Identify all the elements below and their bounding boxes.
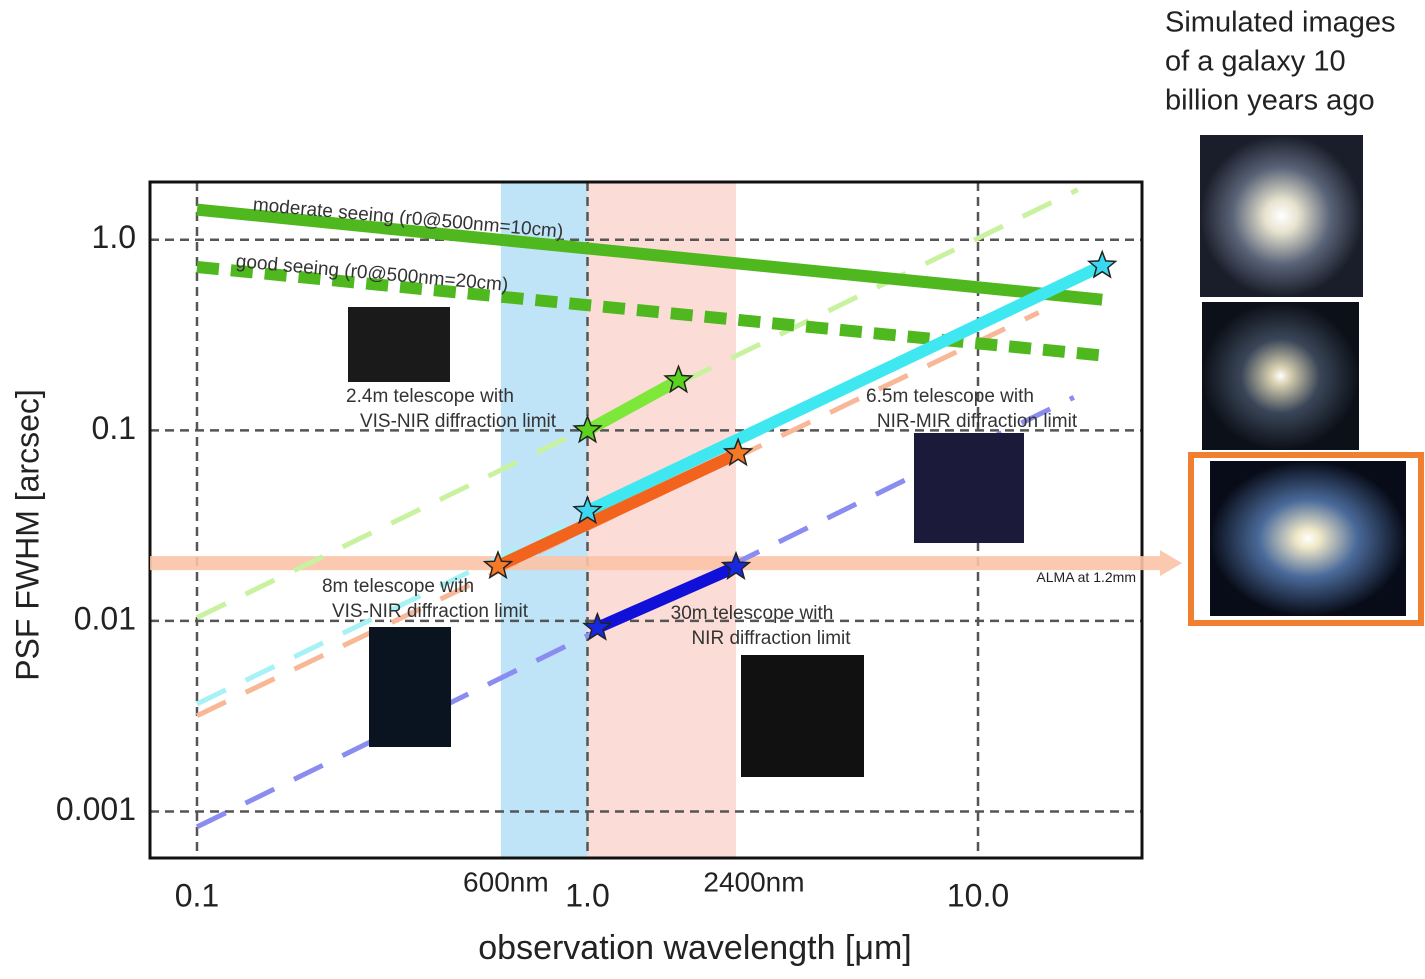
jwst-image [914,433,1024,543]
galaxy-image-1 [1200,135,1363,297]
tmt-image [741,655,864,777]
annotation: VIS-NIR diffraction limit [332,601,529,622]
band-label: 2400nm [703,866,804,897]
annotation: 30m telescope with [671,603,834,624]
annotation: NIR-MIR diffraction limit [877,411,1078,432]
annotation: NIR diffraction limit [691,628,851,649]
galaxy-image-3 [1210,461,1406,616]
band-label: 600nm [463,866,549,897]
side-caption: Simulated images [1165,7,1396,39]
y-tick-label: 0.01 [74,600,136,636]
x-tick-label: 0.1 [175,877,219,913]
plot: 600nm 2400nm 0.1 1.0 10.0 1.0 0.1 0.01 0.001 obse… [9,182,1182,967]
subaru-image [369,627,451,747]
y-tick-label: 1.0 [92,219,136,255]
y-tick-label: 0.1 [92,410,136,446]
y-tick-label: 0.001 [56,791,136,827]
side-caption: billion years ago [1165,85,1375,117]
chart: 600nm 2400nm 0.1 1.0 10.0 1.0 0.1 0.01 0.001 obse… [0,0,1425,974]
y-axis-label: PSF FWHM [arcsec] [9,389,45,681]
side-caption: of a galaxy 10 [1165,46,1346,78]
galaxy-image-2 [1202,302,1359,450]
annotation: 8m telescope with [322,576,474,597]
x-tick-label: 1.0 [565,877,609,913]
alma-label: ALMA at 1.2mm [1036,569,1136,585]
band [501,182,588,858]
x-axis-label: observation wavelength [μm] [478,929,911,967]
hubble-image [348,307,450,382]
x-tick-label: 10.0 [947,877,1009,913]
annotation: VIS-NIR diffraction limit [360,411,557,432]
annotation: 2.4m telescope with [346,386,514,407]
annotation: 6.5m telescope with [866,386,1034,407]
